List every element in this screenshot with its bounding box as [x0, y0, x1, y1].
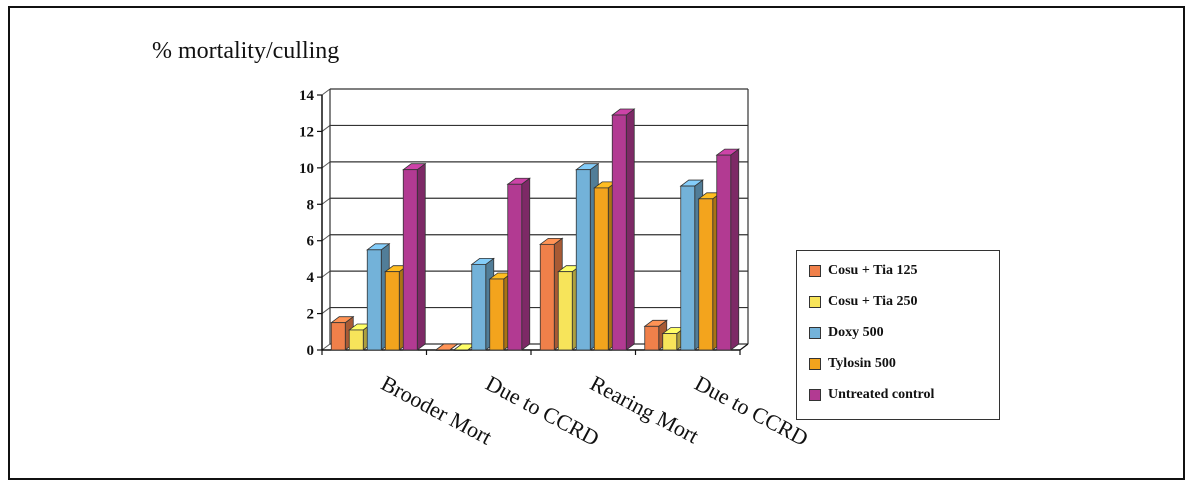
bar [348, 329, 364, 351]
legend-label: Tylosin 500 [828, 356, 896, 371]
bar [453, 349, 469, 351]
x-category-label: Rearing Mort [586, 370, 703, 448]
bar-side [625, 108, 635, 351]
legend-label: Doxy 500 [828, 325, 884, 340]
gridline-depth [321, 125, 331, 132]
bar [471, 263, 487, 351]
gridline-depth [321, 88, 331, 96]
gridline-depth [321, 343, 331, 351]
bar [680, 185, 696, 351]
x-category-label: Due to CCRD [482, 370, 604, 451]
legend-label: Cosu + Tia 125 [828, 263, 918, 278]
bar [384, 271, 400, 351]
y-tick-label: 14 [299, 88, 315, 104]
bar [611, 114, 627, 351]
y-tick-label: 6 [307, 234, 315, 250]
gridline-depth [321, 234, 331, 242]
bar [662, 333, 678, 351]
bar [330, 322, 346, 351]
y-tick-label: 8 [307, 197, 315, 213]
bar [593, 187, 609, 351]
floor-depth-edge [739, 343, 749, 351]
legend-swatch [809, 327, 821, 339]
legend-swatch [809, 358, 821, 370]
bar-side [730, 148, 740, 351]
legend-item: Untreated control [809, 385, 934, 405]
y-tick-label: 10 [299, 161, 314, 177]
x-category-label: Brooder Mort [377, 370, 496, 449]
bar [698, 198, 714, 351]
x-category-label: Due to CCRD [691, 370, 813, 451]
gridline-depth [321, 307, 331, 314]
bar [489, 278, 505, 351]
y-axis-title: % mortality/culling [152, 38, 340, 64]
bar-side [416, 162, 426, 351]
chart-legend: Cosu + Tia 125 Cosu + Tia 250 Doxy 500 Tylo… [796, 250, 1000, 420]
legend-item: Cosu + Tia 250 [809, 292, 918, 312]
legend-label: Cosu + Tia 250 [828, 294, 918, 309]
legend-item: Doxy 500 [809, 323, 884, 343]
bar [575, 169, 591, 351]
legend-item: Cosu + Tia 125 [809, 261, 918, 281]
bar [644, 325, 660, 351]
bar [402, 169, 418, 351]
legend-swatch [809, 265, 821, 277]
bar [716, 154, 732, 351]
y-tick-label: 4 [307, 270, 315, 286]
legend-swatch [809, 296, 821, 308]
y-tick-label: 12 [299, 124, 314, 140]
bar [557, 271, 573, 351]
legend-label: Untreated control [828, 387, 935, 402]
bar [507, 183, 523, 351]
bar [366, 249, 382, 351]
bar-side [521, 177, 531, 351]
bar [539, 243, 555, 351]
gridline-depth [321, 197, 331, 205]
y-tick-label: 2 [307, 307, 315, 323]
y-tick-label: 0 [307, 343, 315, 359]
bar [435, 349, 451, 351]
gridline-depth [321, 270, 331, 278]
legend-swatch [809, 389, 821, 401]
legend-item: Tylosin 500 [809, 354, 896, 374]
gridline-depth [321, 161, 331, 169]
